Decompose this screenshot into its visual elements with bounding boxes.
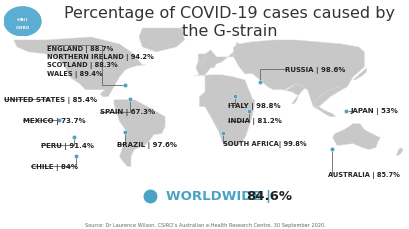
Circle shape: [4, 8, 41, 37]
Polygon shape: [312, 87, 341, 107]
Polygon shape: [199, 76, 254, 146]
Text: Source: Dr Laurence Wilson, CSIRO’s Australian e-Health Research Centre. 30 Sept: Source: Dr Laurence Wilson, CSIRO’s Aust…: [84, 222, 325, 227]
Text: ITALY | 98.8%: ITALY | 98.8%: [227, 102, 279, 109]
Polygon shape: [13, 38, 146, 97]
Text: RUSSIA | 98.6%: RUSSIA | 98.6%: [284, 66, 344, 73]
Polygon shape: [396, 148, 402, 156]
Text: 84.6%: 84.6%: [245, 189, 291, 202]
Text: SPAIN | 67.3%: SPAIN | 67.3%: [100, 109, 155, 116]
Text: the G-strain: the G-strain: [182, 24, 276, 39]
Polygon shape: [193, 43, 238, 76]
Text: ENGLAND | 88.7%
NORTHERN IRELAND | 94.2%
SCOTLAND | 88.3%
WALES | 89.4%: ENGLAND | 88.7% NORTHERN IRELAND | 94.2%…: [47, 46, 154, 77]
Text: UNITED STATES | 85.4%: UNITED STATES | 85.4%: [4, 96, 97, 103]
Polygon shape: [114, 100, 165, 167]
Polygon shape: [282, 85, 304, 104]
Text: PERU | 91.4%: PERU | 91.4%: [41, 142, 94, 149]
Text: Percentage of COVID-19 cases caused by: Percentage of COVID-19 cases caused by: [64, 6, 394, 21]
Polygon shape: [198, 55, 204, 63]
Text: ((●)): ((●)): [17, 18, 28, 22]
Text: JAPAN | 53%: JAPAN | 53%: [350, 108, 398, 114]
Text: INDIA | 81.2%: INDIA | 81.2%: [227, 118, 281, 125]
Polygon shape: [332, 124, 380, 150]
Text: WORLDWIDE |: WORLDWIDE |: [166, 189, 275, 202]
Text: MEXICO | 73.7%: MEXICO | 73.7%: [22, 117, 85, 124]
Polygon shape: [312, 107, 335, 117]
Polygon shape: [233, 41, 364, 107]
Polygon shape: [139, 29, 184, 53]
Text: BRAZIL | 97.6%: BRAZIL | 97.6%: [117, 141, 176, 148]
Polygon shape: [352, 68, 366, 80]
Text: CHILE | 84%: CHILE | 84%: [31, 163, 78, 170]
Text: SOUTH AFRICA| 99.8%: SOUTH AFRICA| 99.8%: [223, 140, 306, 147]
Text: CSIRO: CSIRO: [16, 26, 29, 30]
Text: AUSTRALIA | 85.7%: AUSTRALIA | 85.7%: [327, 171, 399, 178]
